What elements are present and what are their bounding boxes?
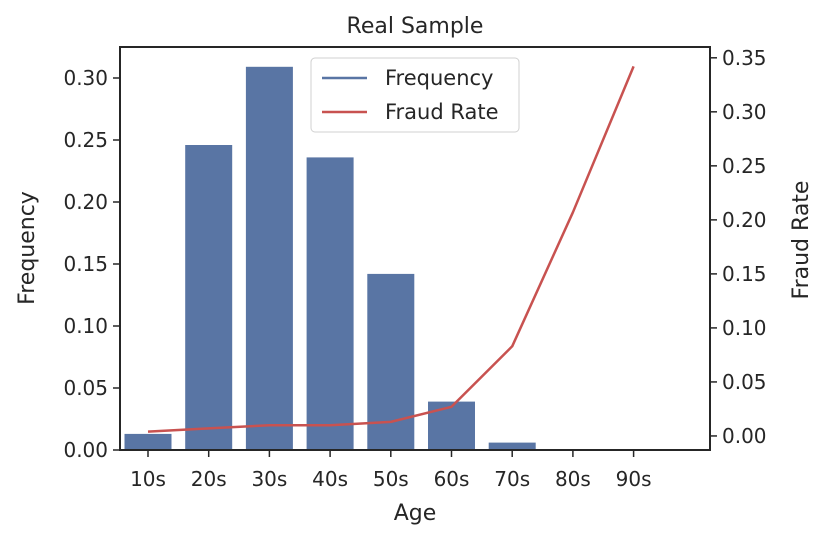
left-axis: 0.00 0.05 0.10 0.15 0.20 0.25 0.30	[63, 66, 120, 462]
left-tick-label: 0.10	[63, 314, 108, 338]
x-tick-label: 50s	[373, 467, 409, 491]
x-axis-title: Age	[394, 501, 437, 526]
left-tick-label: 0.15	[63, 252, 108, 276]
x-tick-label: 60s	[434, 467, 470, 491]
left-tick-label: 0.05	[63, 376, 108, 400]
right-tick-label: 0.25	[722, 154, 767, 178]
right-axis-title: Fraud Rate	[789, 181, 814, 300]
right-tick-label: 0.35	[722, 46, 767, 70]
bar-40s	[306, 157, 354, 450]
right-tick-label: 0.15	[722, 262, 767, 286]
x-tick-label: 20s	[191, 467, 227, 491]
right-tick-label: 0.10	[722, 316, 767, 340]
left-tick-label: 0.25	[63, 128, 108, 152]
right-tick-label: 0.30	[722, 100, 767, 124]
x-tick-label: 70s	[494, 467, 530, 491]
legend-fraud-rate-label: Fraud Rate	[385, 100, 499, 124]
left-axis-title: Frequency	[15, 191, 40, 305]
bar-10s	[124, 433, 172, 450]
bar-60s	[428, 401, 475, 450]
right-axis: 0.00 0.05 0.10 0.15 0.20 0.25 0.30 0.35	[710, 46, 767, 448]
x-tick-label: 40s	[312, 467, 348, 491]
bar-20s	[185, 145, 233, 450]
fraud-rate-line	[147, 65, 635, 433]
bar-70s	[488, 442, 536, 450]
line-group	[147, 65, 635, 433]
right-tick-label: 0.00	[722, 424, 767, 448]
legend-box	[310, 57, 520, 133]
legend-frequency-label: Frequency	[385, 66, 494, 90]
x-tick-label: 10s	[130, 467, 166, 491]
x-tick-label: 90s	[616, 467, 652, 491]
bar-30s	[245, 66, 293, 451]
left-tick-label: 0.20	[63, 190, 108, 214]
x-axis: 10s 20s 30s 40s 50s 60s 70s 80s 90s	[130, 450, 652, 491]
left-tick-label: 0.30	[63, 66, 108, 90]
right-tick-label: 0.20	[722, 208, 767, 232]
plot-frame	[119, 46, 711, 451]
chart-title: Real Sample	[347, 14, 484, 39]
legend: Frequency Fraud Rate	[310, 57, 520, 133]
x-tick-label: 30s	[251, 467, 287, 491]
right-tick-label: 0.05	[722, 370, 767, 394]
left-tick-label: 0.00	[63, 438, 108, 462]
x-tick-label: 80s	[555, 467, 591, 491]
